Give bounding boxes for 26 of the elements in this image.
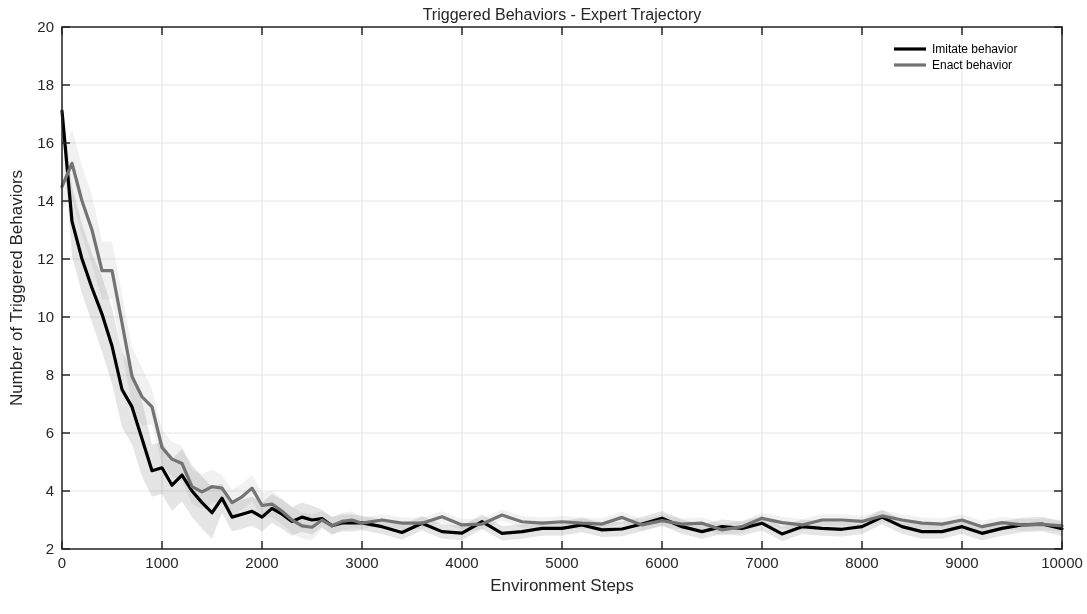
y-tick-label: 6 <box>45 424 54 441</box>
y-tick-label: 2 <box>45 540 54 557</box>
y-tick-label: 16 <box>37 134 54 151</box>
x-tick-label: 0 <box>57 554 67 571</box>
x-tick-label: 5000 <box>545 554 579 571</box>
x-tick-label: 1000 <box>145 554 179 571</box>
x-tick-label: 4000 <box>445 554 479 571</box>
y-tick-label: 8 <box>45 366 54 383</box>
legend-label: Imitate behavior <box>932 42 1018 56</box>
y-tick-label: 12 <box>37 250 54 267</box>
x-tick-label: 10000 <box>1041 554 1083 571</box>
legend-label: Enact behavior <box>932 58 1013 72</box>
y-tick-label: 10 <box>37 308 54 325</box>
x-tick-label: 3000 <box>345 554 379 571</box>
x-tick-label: 9000 <box>945 554 979 571</box>
x-tick-label: 7000 <box>745 554 779 571</box>
x-tick-label: 8000 <box>845 554 879 571</box>
x-tick-label: 6000 <box>645 554 679 571</box>
y-tick-label: 20 <box>37 18 54 35</box>
x-tick-label: 2000 <box>245 554 279 571</box>
y-tick-label: 4 <box>45 482 54 499</box>
chart-title: Triggered Behaviors - Expert Trajectory <box>422 6 702 23</box>
y-tick-label: 18 <box>37 76 54 93</box>
y-axis-title: Number of Triggered Behaviors <box>7 169 26 407</box>
x-axis-title: Environment Steps <box>490 576 634 595</box>
y-tick-label: 14 <box>37 192 54 209</box>
